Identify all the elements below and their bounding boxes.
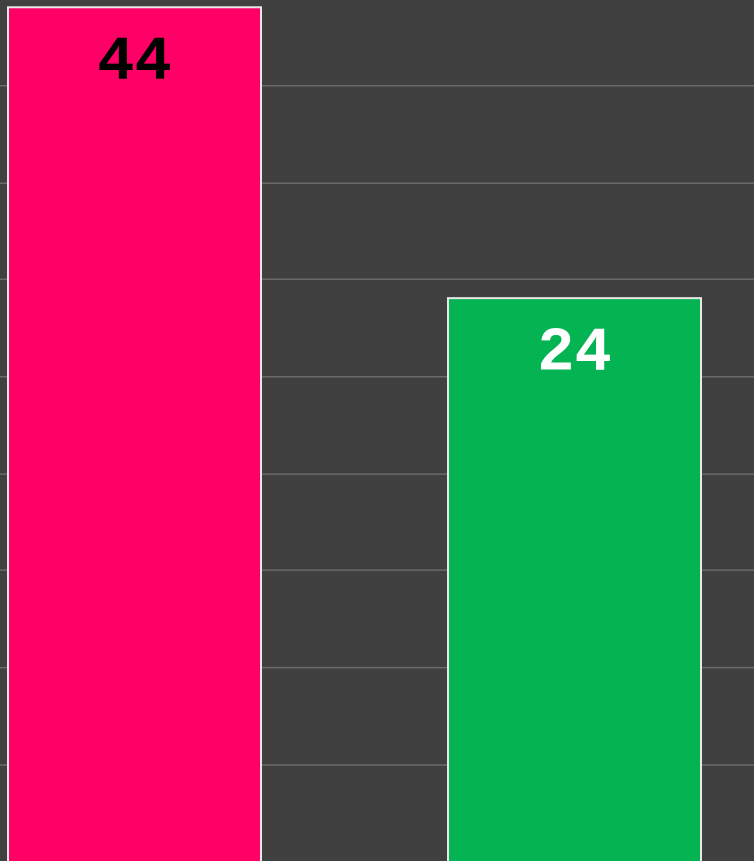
bar [447, 297, 702, 861]
value-label: 24 [537, 318, 611, 389]
value-label: 44 [97, 27, 171, 98]
bar [7, 6, 262, 861]
